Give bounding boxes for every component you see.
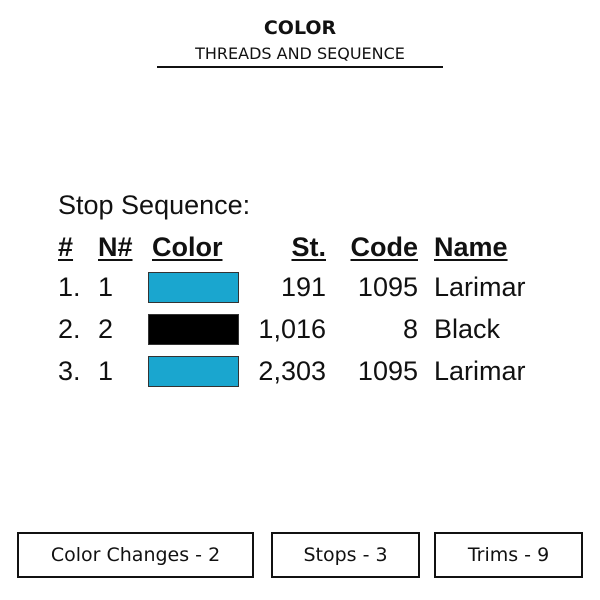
section-title: Stop Sequence: (58, 190, 251, 220)
color-swatch (148, 272, 239, 303)
row-stitches: 191 (280, 272, 326, 302)
color-swatch (148, 356, 239, 387)
col-header-code: Code (350, 232, 419, 262)
row-name: Larimar (434, 356, 526, 386)
row-number: 2. (58, 314, 81, 344)
page-subtitle: THREADS AND SEQUENCE (157, 44, 443, 68)
row-number: 1. (58, 272, 81, 302)
row-stitches: 1,016 (258, 314, 326, 344)
row-code: 8 (402, 314, 418, 344)
row-code: 1095 (357, 356, 418, 386)
color-swatch (148, 314, 239, 345)
col-header-number: # (58, 232, 74, 262)
row-number: 3. (58, 356, 81, 386)
row-needle: 1 (98, 272, 114, 302)
row-code: 1095 (357, 272, 418, 302)
row-name: Black (434, 314, 501, 344)
trims-badge: Trims - 9 (434, 532, 583, 578)
col-header-color: Color (152, 232, 223, 262)
color-changes-badge: Color Changes - 2 (17, 532, 254, 578)
stops-badge: Stops - 3 (271, 532, 420, 578)
row-needle: 2 (98, 314, 114, 344)
col-header-name: Name (434, 232, 508, 262)
page-title: COLOR (263, 17, 337, 39)
row-name: Larimar (434, 272, 526, 302)
row-stitches: 2,303 (258, 356, 326, 386)
col-header-needle: N# (98, 232, 133, 262)
col-header-stitches: St. (291, 232, 326, 262)
row-needle: 1 (98, 356, 114, 386)
